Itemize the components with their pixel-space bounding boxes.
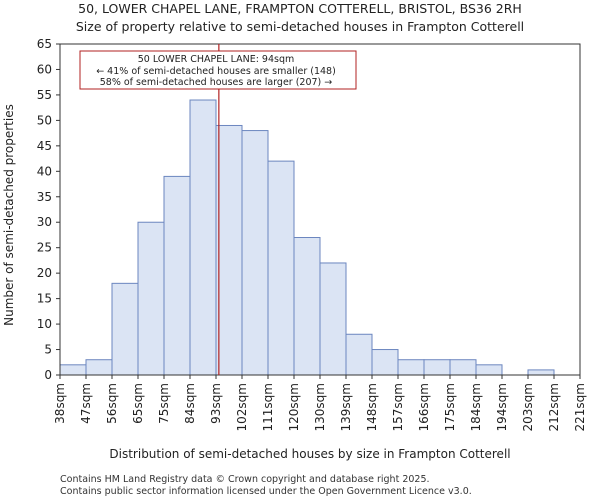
bar-139sqm (345, 333, 373, 376)
bar-38sqm (59, 364, 87, 376)
bar-65sqm (137, 221, 165, 376)
x-tick-label: 203sqm (521, 383, 535, 431)
y-tick-label: 15 (37, 292, 52, 306)
x-tick-label: 38sqm (53, 383, 67, 424)
x-tick-label: 56sqm (105, 383, 119, 424)
x-tick-label: 139sqm (339, 383, 353, 431)
y-tick-label: 45 (37, 139, 52, 153)
y-tick-label: 30 (37, 215, 52, 229)
y-tick-label: 10 (37, 317, 52, 331)
x-tick-label: 65sqm (131, 383, 145, 424)
annotation-box: 50 LOWER CHAPEL LANE: 94sqm ← 41% of sem… (79, 50, 357, 90)
footer-copyright: Contains HM Land Registry data © Crown c… (60, 474, 430, 485)
y-tick-label: 0 (44, 368, 52, 382)
bar-47sqm (85, 359, 113, 376)
x-tick-label: 84sqm (183, 383, 197, 424)
x-tick-label: 175sqm (443, 383, 457, 431)
bar-157sqm (397, 359, 425, 376)
bar-75sqm (163, 175, 191, 376)
x-tick-label: 93sqm (209, 383, 223, 424)
bar-130sqm (319, 262, 347, 376)
y-tick-label: 25 (37, 241, 52, 255)
x-tick-label: 212sqm (547, 383, 561, 431)
bar-102sqm (241, 130, 269, 376)
y-tick-label: 65 (37, 37, 52, 51)
y-tick-label: 35 (37, 190, 52, 204)
y-tick-label: 55 (37, 88, 52, 102)
x-tick-label: 157sqm (391, 383, 405, 431)
x-tick-label: 111sqm (261, 383, 275, 431)
bar-111sqm (267, 160, 295, 376)
bars-group (59, 99, 555, 376)
x-tick-label: 148sqm (365, 383, 379, 431)
y-tick-label: 20 (37, 266, 52, 280)
y-tick-label: 50 (37, 113, 52, 127)
y-tick-label: 60 (37, 62, 52, 76)
x-tick-label: 194sqm (495, 383, 509, 431)
bar-93sqm (215, 124, 243, 376)
x-tick-label: 166sqm (417, 383, 431, 431)
annotation-border (79, 50, 357, 90)
x-axis-ticks: 38sqm 47sqm 56sqm 65sqm 75sqm 84sqm 93sqm 102sq… (53, 375, 587, 431)
x-tick-label: 47sqm (79, 383, 93, 424)
x-tick-label: 221sqm (573, 383, 587, 431)
x-tick-label: 184sqm (469, 383, 483, 431)
bar-184sqm (475, 364, 503, 376)
x-tick-label: 102sqm (235, 383, 249, 431)
bar-166sqm (423, 359, 451, 376)
bar-148sqm (371, 349, 399, 376)
x-tick-label: 120sqm (287, 383, 301, 431)
annotation-title: 50 LOWER CHAPEL LANE: 94sqm (138, 54, 295, 65)
bar-120sqm (293, 237, 321, 376)
footer-licence: Contains public sector information licen… (60, 486, 472, 497)
bar-84sqm (189, 99, 217, 376)
x-tick-label: 130sqm (313, 383, 327, 431)
y-axis-ticks: 0 5 10 15 20 25 30 35 40 45 50 55 60 65 (37, 37, 60, 382)
annotation-smaller: ← 41% of semi-detached houses are smalle… (96, 66, 336, 77)
chart-title: 50, LOWER CHAPEL LANE, FRAMPTON COTTEREL… (78, 1, 522, 16)
y-tick-label: 40 (37, 164, 52, 178)
x-axis-label: Distribution of semi-detached houses by … (109, 447, 510, 461)
annotation-larger: 58% of semi-detached houses are larger (… (100, 77, 333, 88)
plot-frame (59, 43, 581, 376)
chart-subtitle: Size of property relative to semi-detach… (76, 19, 524, 34)
x-tick-label: 75sqm (157, 383, 171, 424)
bar-203sqm (527, 369, 555, 376)
bar-56sqm (111, 282, 139, 376)
y-tick-label: 5 (44, 343, 52, 357)
y-axis-label: Number of semi-detached properties (2, 104, 16, 326)
bar-175sqm (449, 359, 477, 376)
